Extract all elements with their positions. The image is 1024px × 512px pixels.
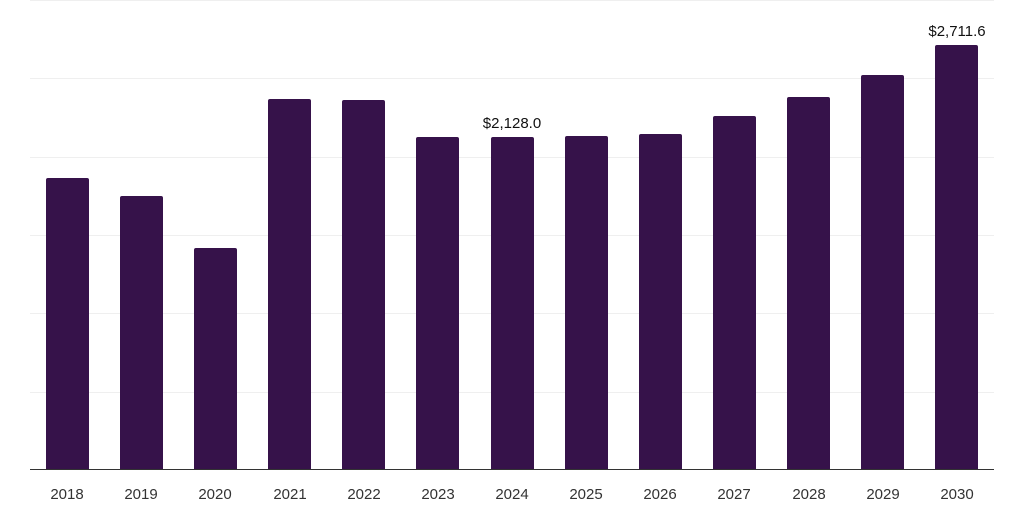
data-label: $2,128.0 — [482, 115, 542, 132]
bar-2027[interactable] — [713, 116, 756, 470]
x-tick-label: 2024 — [495, 486, 529, 503]
x-tick-label: 2020 — [198, 486, 232, 503]
data-label: $2,711.6 — [928, 23, 986, 40]
x-tick-label: 2019 — [124, 486, 158, 503]
x-tick-label: 2026 — [643, 486, 677, 503]
x-tick-label: 2030 — [940, 486, 974, 503]
gridline — [30, 78, 994, 79]
x-tick-label: 2021 — [273, 486, 307, 503]
bar-2018[interactable] — [46, 178, 89, 470]
bar-2022[interactable] — [342, 100, 385, 470]
bar-2030[interactable] — [935, 45, 978, 470]
x-tick-label: 2018 — [50, 486, 84, 503]
bar-2023[interactable] — [416, 137, 459, 470]
x-tick-label: 2029 — [866, 486, 900, 503]
x-tick-label: 2022 — [347, 486, 381, 503]
x-axis-line — [30, 469, 994, 470]
x-tick-label: 2025 — [569, 486, 603, 503]
bar-2019[interactable] — [120, 196, 163, 470]
bar-2025[interactable] — [565, 136, 608, 470]
bar-2029[interactable] — [861, 75, 904, 470]
bar-2028[interactable] — [787, 97, 830, 470]
bar-2024[interactable] — [491, 137, 534, 470]
x-tick-label: 2028 — [792, 486, 826, 503]
x-tick-label: 2023 — [421, 486, 455, 503]
x-tick-label: 2027 — [717, 486, 751, 503]
bar-2026[interactable] — [639, 134, 682, 470]
bar-2020[interactable] — [194, 248, 237, 470]
gridline — [30, 0, 994, 1]
bar-2021[interactable] — [268, 99, 311, 470]
